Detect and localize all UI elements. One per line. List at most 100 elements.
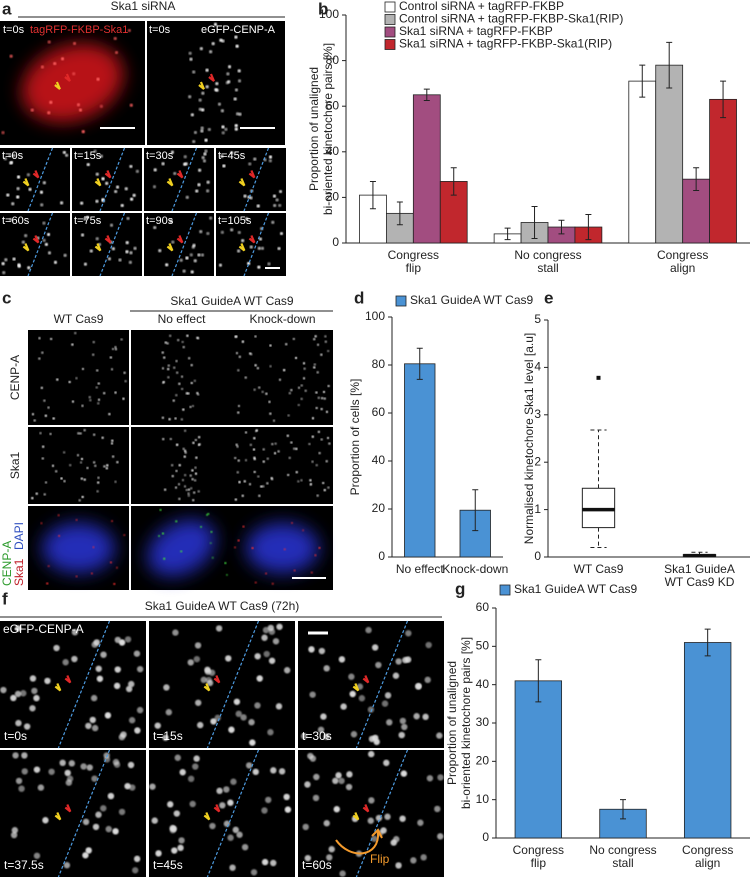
spot: [322, 390, 326, 394]
time-label: t=60s: [302, 858, 332, 872]
spot: [91, 724, 99, 732]
y-tick-label: 2: [534, 454, 541, 468]
spot: [114, 666, 121, 673]
image-bg: [131, 427, 232, 504]
error-bar: [504, 227, 511, 241]
spot: [113, 582, 116, 586]
spot: [171, 474, 174, 478]
spot: [286, 473, 290, 477]
spot: [201, 91, 205, 95]
error-bar: [531, 206, 538, 239]
y-tick-label: 60: [476, 600, 490, 614]
plate-line: [57, 749, 111, 878]
spot: [114, 480, 117, 484]
spot: [91, 353, 95, 356]
y-tick-label: 10: [476, 792, 490, 806]
spot: [162, 437, 165, 441]
spot: [270, 767, 277, 774]
time-label: t=105s: [218, 215, 252, 227]
group-label: Ska1 GuideA WT Cas9: [170, 294, 293, 308]
spot: [101, 177, 105, 181]
spot: [12, 257, 16, 261]
spot: [127, 28, 131, 33]
spot: [386, 719, 393, 726]
spot: [18, 785, 25, 792]
y-tick-label: 60: [372, 405, 386, 419]
spot: [109, 561, 113, 564]
spot: [193, 130, 198, 135]
spot: [12, 752, 19, 759]
spot: [78, 499, 81, 502]
error-bar: [558, 219, 565, 235]
spot: [199, 525, 203, 528]
spot: [317, 726, 325, 733]
time-label: t=37.5s: [4, 858, 44, 872]
spot: [192, 491, 196, 494]
arrowhead: [22, 178, 30, 187]
spot: [178, 837, 185, 844]
spot: [175, 443, 179, 446]
spot: [237, 459, 240, 462]
spot: [302, 362, 306, 365]
arrowhead: [64, 675, 72, 684]
spot: [340, 703, 347, 710]
spot: [71, 400, 75, 403]
plate-line: [206, 749, 260, 878]
spot: [71, 655, 78, 663]
spot: [79, 461, 83, 464]
spot: [384, 692, 392, 699]
spot: [265, 796, 272, 804]
spot: [253, 470, 256, 474]
spot: [38, 337, 41, 340]
spot: [111, 439, 114, 443]
spot: [126, 216, 130, 221]
spot: [114, 346, 117, 349]
image-tile: [72, 212, 142, 277]
spot: [261, 858, 269, 866]
spot: [192, 70, 196, 74]
spot: [170, 150, 175, 154]
time-label: t=0s: [2, 150, 24, 162]
spot: [426, 775, 434, 782]
spot: [276, 623, 283, 630]
legend-swatch: [384, 14, 396, 25]
arrowhead: [54, 81, 61, 90]
spot: [437, 833, 444, 840]
time-label: t=60s: [2, 215, 30, 227]
spot: [191, 404, 195, 408]
y-tick-label: 0: [332, 235, 339, 249]
time-label: t=15s: [74, 150, 102, 162]
spot: [245, 217, 249, 221]
spot: [324, 335, 327, 338]
whisker-high: [590, 429, 607, 489]
spot: [288, 456, 291, 460]
spot: [257, 265, 261, 269]
spot: [199, 47, 203, 51]
flip-arrowhead: [371, 828, 383, 839]
spot: [323, 488, 326, 492]
spot: [304, 781, 311, 788]
spot: [262, 448, 265, 451]
image-tile: [147, 21, 285, 145]
spot: [236, 471, 239, 474]
image-bg: [28, 330, 129, 425]
image-tile: [232, 427, 333, 504]
spot: [269, 344, 272, 347]
arrowhead: [203, 683, 211, 692]
spot: [237, 69, 241, 73]
spot: [311, 460, 314, 463]
spot: [62, 451, 66, 454]
spot: [288, 391, 292, 395]
time-label: t=45s: [218, 150, 246, 162]
arrowhead: [352, 683, 360, 692]
spot: [154, 722, 161, 729]
spot: [318, 647, 326, 655]
spot: [278, 378, 282, 381]
spot: [125, 241, 129, 245]
spot: [190, 113, 194, 117]
spot: [187, 494, 191, 497]
spot: [110, 519, 114, 523]
spot: [153, 225, 157, 230]
y-tick-label: 20: [476, 754, 490, 768]
spot: [161, 367, 165, 370]
